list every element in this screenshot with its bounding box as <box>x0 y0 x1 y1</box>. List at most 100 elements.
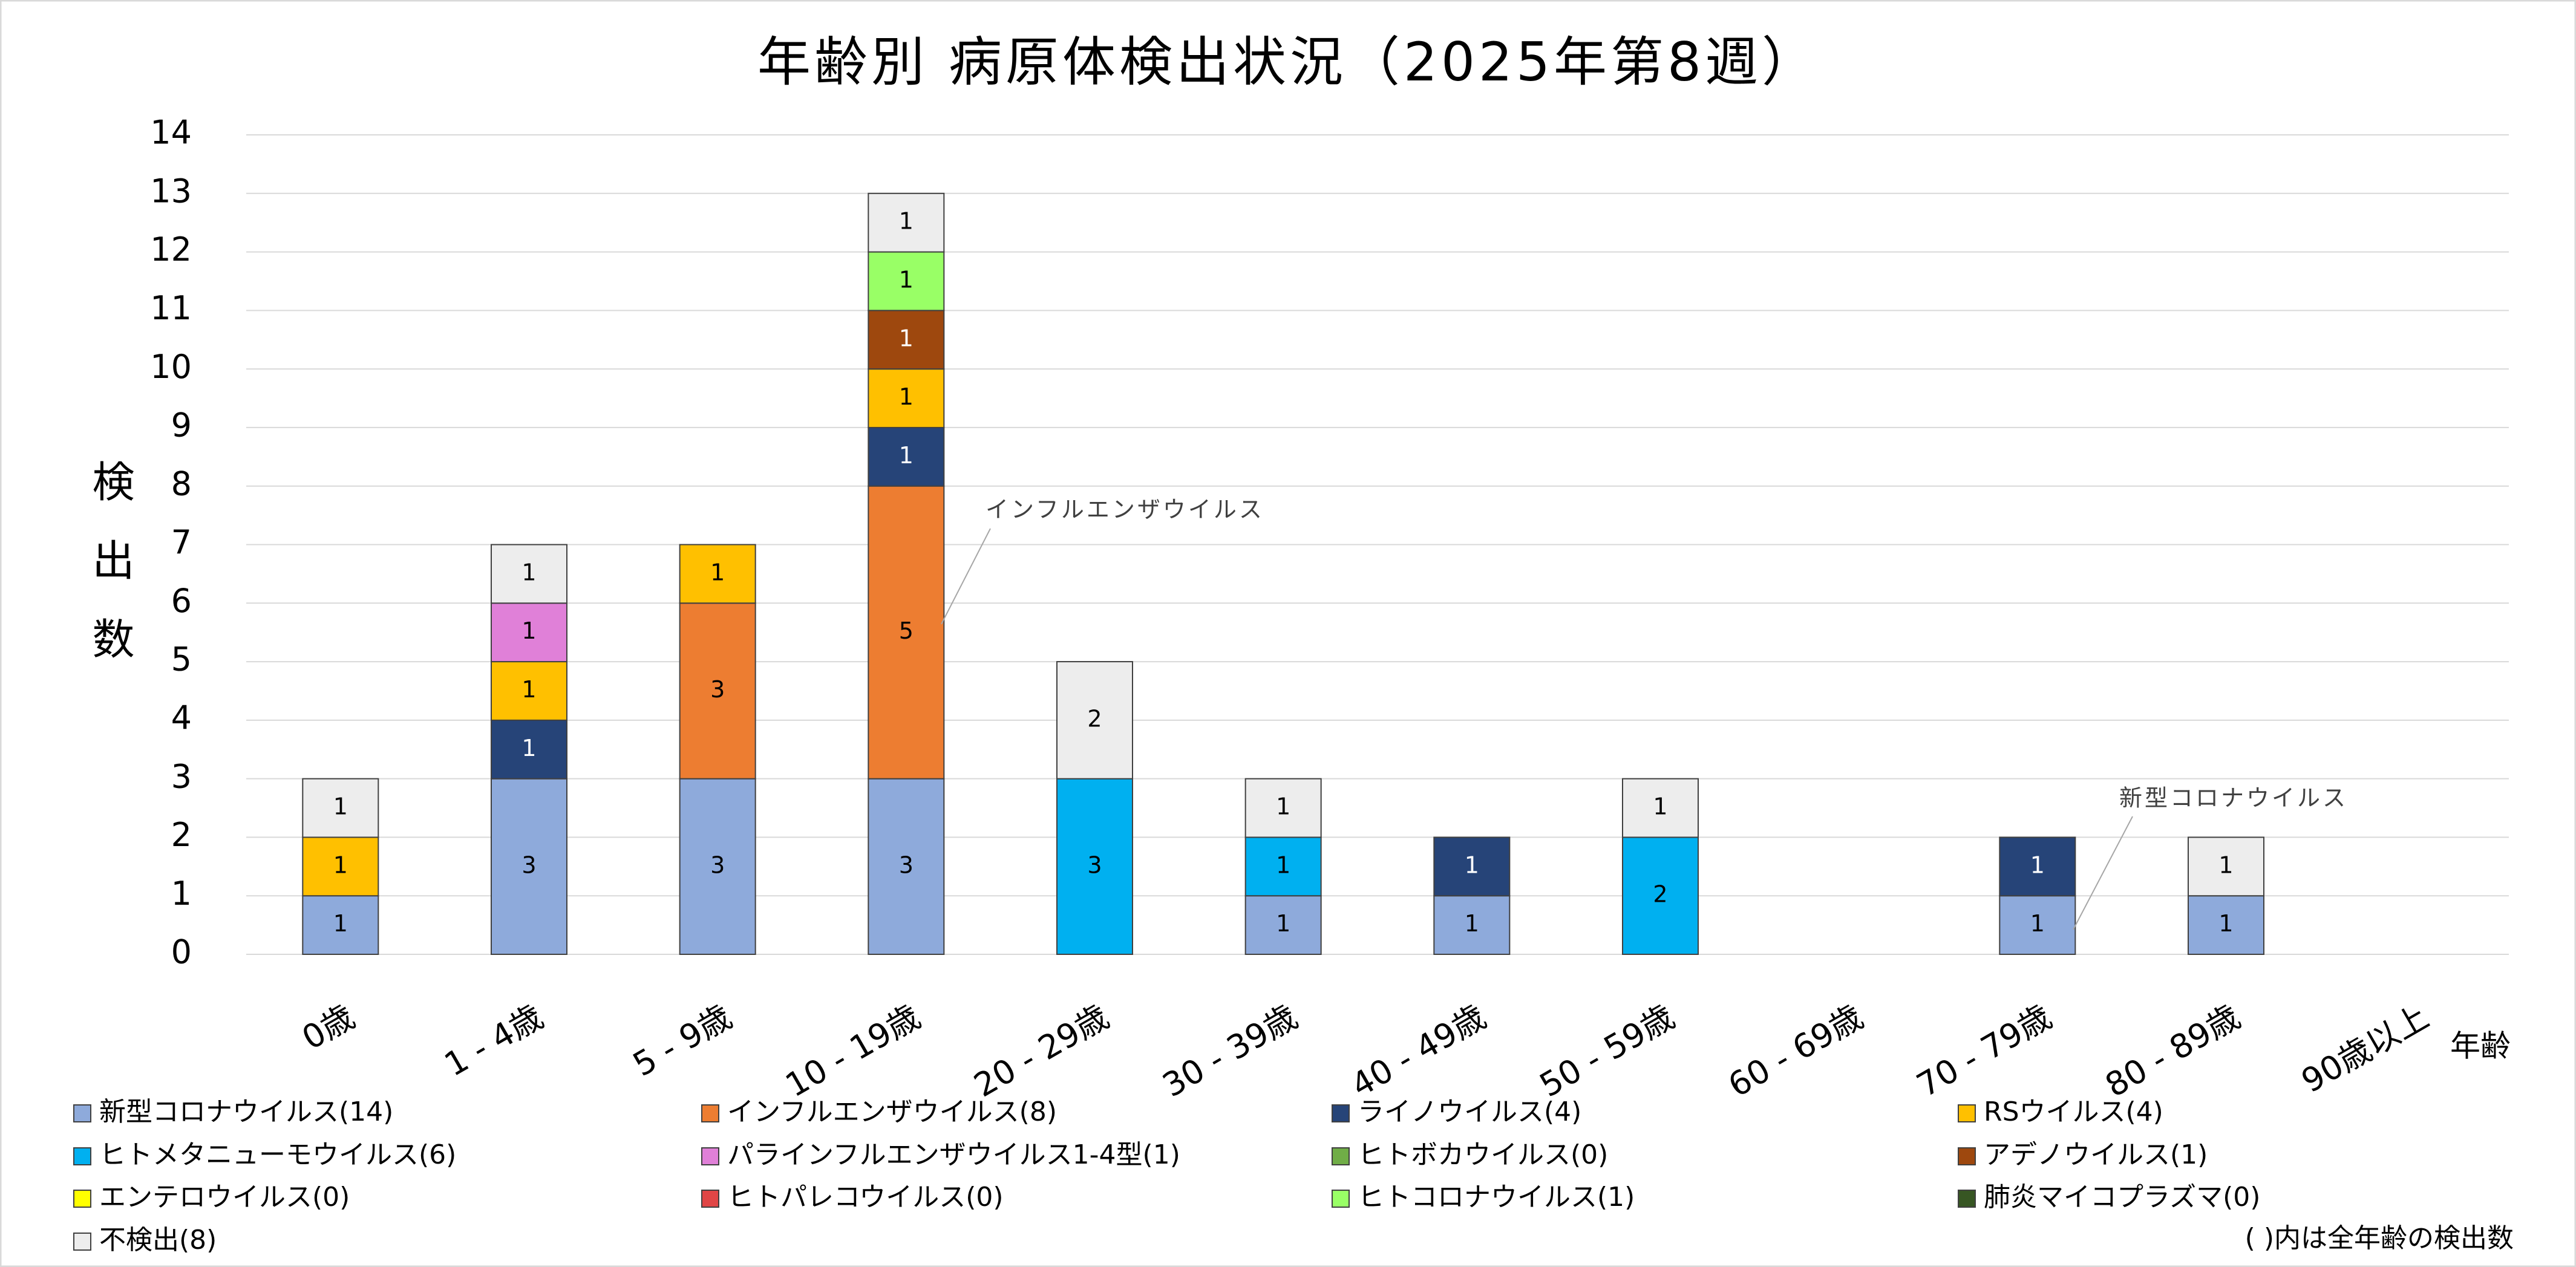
bar-segment <box>868 310 945 370</box>
bar-segment <box>302 778 379 838</box>
data-label: 1 <box>521 676 536 703</box>
legend-swatch <box>1958 1190 1976 1208</box>
legend-label: 不検出(8) <box>99 1225 217 1256</box>
bar-segment <box>491 602 567 663</box>
data-label: 1 <box>899 208 914 235</box>
data-label: 1 <box>1653 793 1667 820</box>
legend-swatch <box>701 1147 719 1165</box>
data-label: 1 <box>333 910 348 937</box>
y-tick-label: 9 <box>171 406 192 445</box>
data-label: 1 <box>1276 852 1290 878</box>
legend-swatch <box>1958 1104 1976 1122</box>
data-label: 3 <box>899 852 914 878</box>
bar-segment <box>491 544 567 604</box>
y-tick-label: 14 <box>150 114 192 152</box>
legend-label: パラインフルエンザウイルス1-4型(1) <box>727 1139 1180 1170</box>
bar-segment <box>1056 778 1133 955</box>
bar-segment <box>1622 836 1699 956</box>
bar-segment <box>1056 661 1133 780</box>
data-label: 1 <box>1276 910 1290 937</box>
y-tick-label: 5 <box>171 640 192 679</box>
legend-label: ヒトメタニューモウイルス(6) <box>99 1139 456 1170</box>
chart-title: 年齢別 病原体検出状況（2025年第8週） <box>757 31 1819 93</box>
legend-label: 肺炎マイコプラズマ(0) <box>1984 1182 2260 1213</box>
y-tick-label: 3 <box>171 757 192 795</box>
data-label: 1 <box>333 852 348 878</box>
legend-label: ヒトコロナウイルス(1) <box>1358 1182 1635 1213</box>
data-label: 1 <box>2218 852 2233 878</box>
annotation-line <box>941 528 991 625</box>
y-tick-label: 13 <box>150 172 192 210</box>
legend-swatch <box>73 1147 91 1165</box>
bar-segment <box>868 192 945 253</box>
data-label: 1 <box>2030 910 2045 937</box>
data-label: 1 <box>899 442 914 469</box>
bar-segment <box>491 661 567 721</box>
data-label: 1 <box>1276 793 1290 820</box>
legend-swatch <box>701 1190 719 1208</box>
bar-segment <box>491 719 567 780</box>
y-tick-label: 8 <box>171 464 192 503</box>
bar-segment <box>679 778 756 955</box>
data-label: 1 <box>1465 910 1479 937</box>
data-label: 2 <box>1653 881 1667 908</box>
bar-segment <box>1999 836 2076 897</box>
data-label: 3 <box>521 852 536 878</box>
bar-segment <box>1622 778 1699 838</box>
legend-swatch <box>1958 1147 1976 1165</box>
bar-segment <box>1999 895 2076 955</box>
data-label: 1 <box>899 383 914 410</box>
data-label: 2 <box>1087 705 1102 732</box>
y-axis-label: 検出数 <box>85 460 135 695</box>
bar-segment <box>868 368 945 428</box>
legend-label: ライノウイルス(4) <box>1358 1096 1581 1127</box>
data-label: 1 <box>899 325 914 351</box>
x-axis-label: 年齢 <box>2450 1029 2511 1064</box>
annotation: 新型コロナウイルス <box>2119 785 2348 812</box>
legend-swatch <box>701 1104 719 1122</box>
bar-segment <box>679 602 756 780</box>
note: ( )内は全年齢の検出数 <box>2245 1223 2514 1254</box>
data-label: 1 <box>710 559 725 585</box>
legend-label: ヒトボカウイルス(0) <box>1358 1139 1608 1170</box>
data-label: 1 <box>2030 852 2045 878</box>
data-label: 1 <box>521 617 536 644</box>
legend-label: アデノウイルス(1) <box>1984 1139 2208 1170</box>
data-label: 1 <box>1465 852 1479 878</box>
y-tick-label: 10 <box>150 348 192 386</box>
legend-swatch <box>1332 1190 1350 1208</box>
legend-swatch <box>73 1104 91 1122</box>
bar-segment <box>868 485 945 780</box>
y-tick-label: 4 <box>171 699 192 737</box>
annotation-line <box>2073 816 2133 930</box>
data-label: 1 <box>899 266 914 293</box>
bar-segment <box>1433 895 1511 955</box>
data-label: 3 <box>710 676 725 703</box>
data-label: 1 <box>521 559 536 585</box>
legend-label: RSウイルス(4) <box>1984 1096 2163 1127</box>
y-tick-label: 2 <box>171 816 192 854</box>
legend-swatch <box>1332 1147 1350 1165</box>
y-tick-label: 6 <box>171 582 192 620</box>
bar-segment <box>868 251 945 311</box>
legend-swatch <box>1332 1104 1350 1122</box>
bar-segment <box>1244 778 1322 838</box>
y-tick-label: 1 <box>171 875 192 913</box>
bar-segment <box>868 778 945 955</box>
y-tick-label: 12 <box>150 230 192 269</box>
y-tick-label: 11 <box>150 289 192 327</box>
legend-label: エンテロウイルス(0) <box>99 1182 350 1213</box>
data-label: 1 <box>2218 910 2233 937</box>
data-label: 1 <box>521 735 536 761</box>
annotation: インフルエンザウイルス <box>986 497 1264 523</box>
data-label: 5 <box>899 617 914 644</box>
data-label: 3 <box>1087 852 1102 878</box>
legend-label: ヒトパレコウイルス(0) <box>727 1182 1004 1213</box>
data-label: 1 <box>333 793 348 820</box>
bar-segment <box>868 426 945 487</box>
y-tick-label: 0 <box>171 933 192 971</box>
bar-segment <box>1244 836 1322 897</box>
legend-swatch <box>73 1233 91 1251</box>
bar-segment <box>2188 836 2264 897</box>
